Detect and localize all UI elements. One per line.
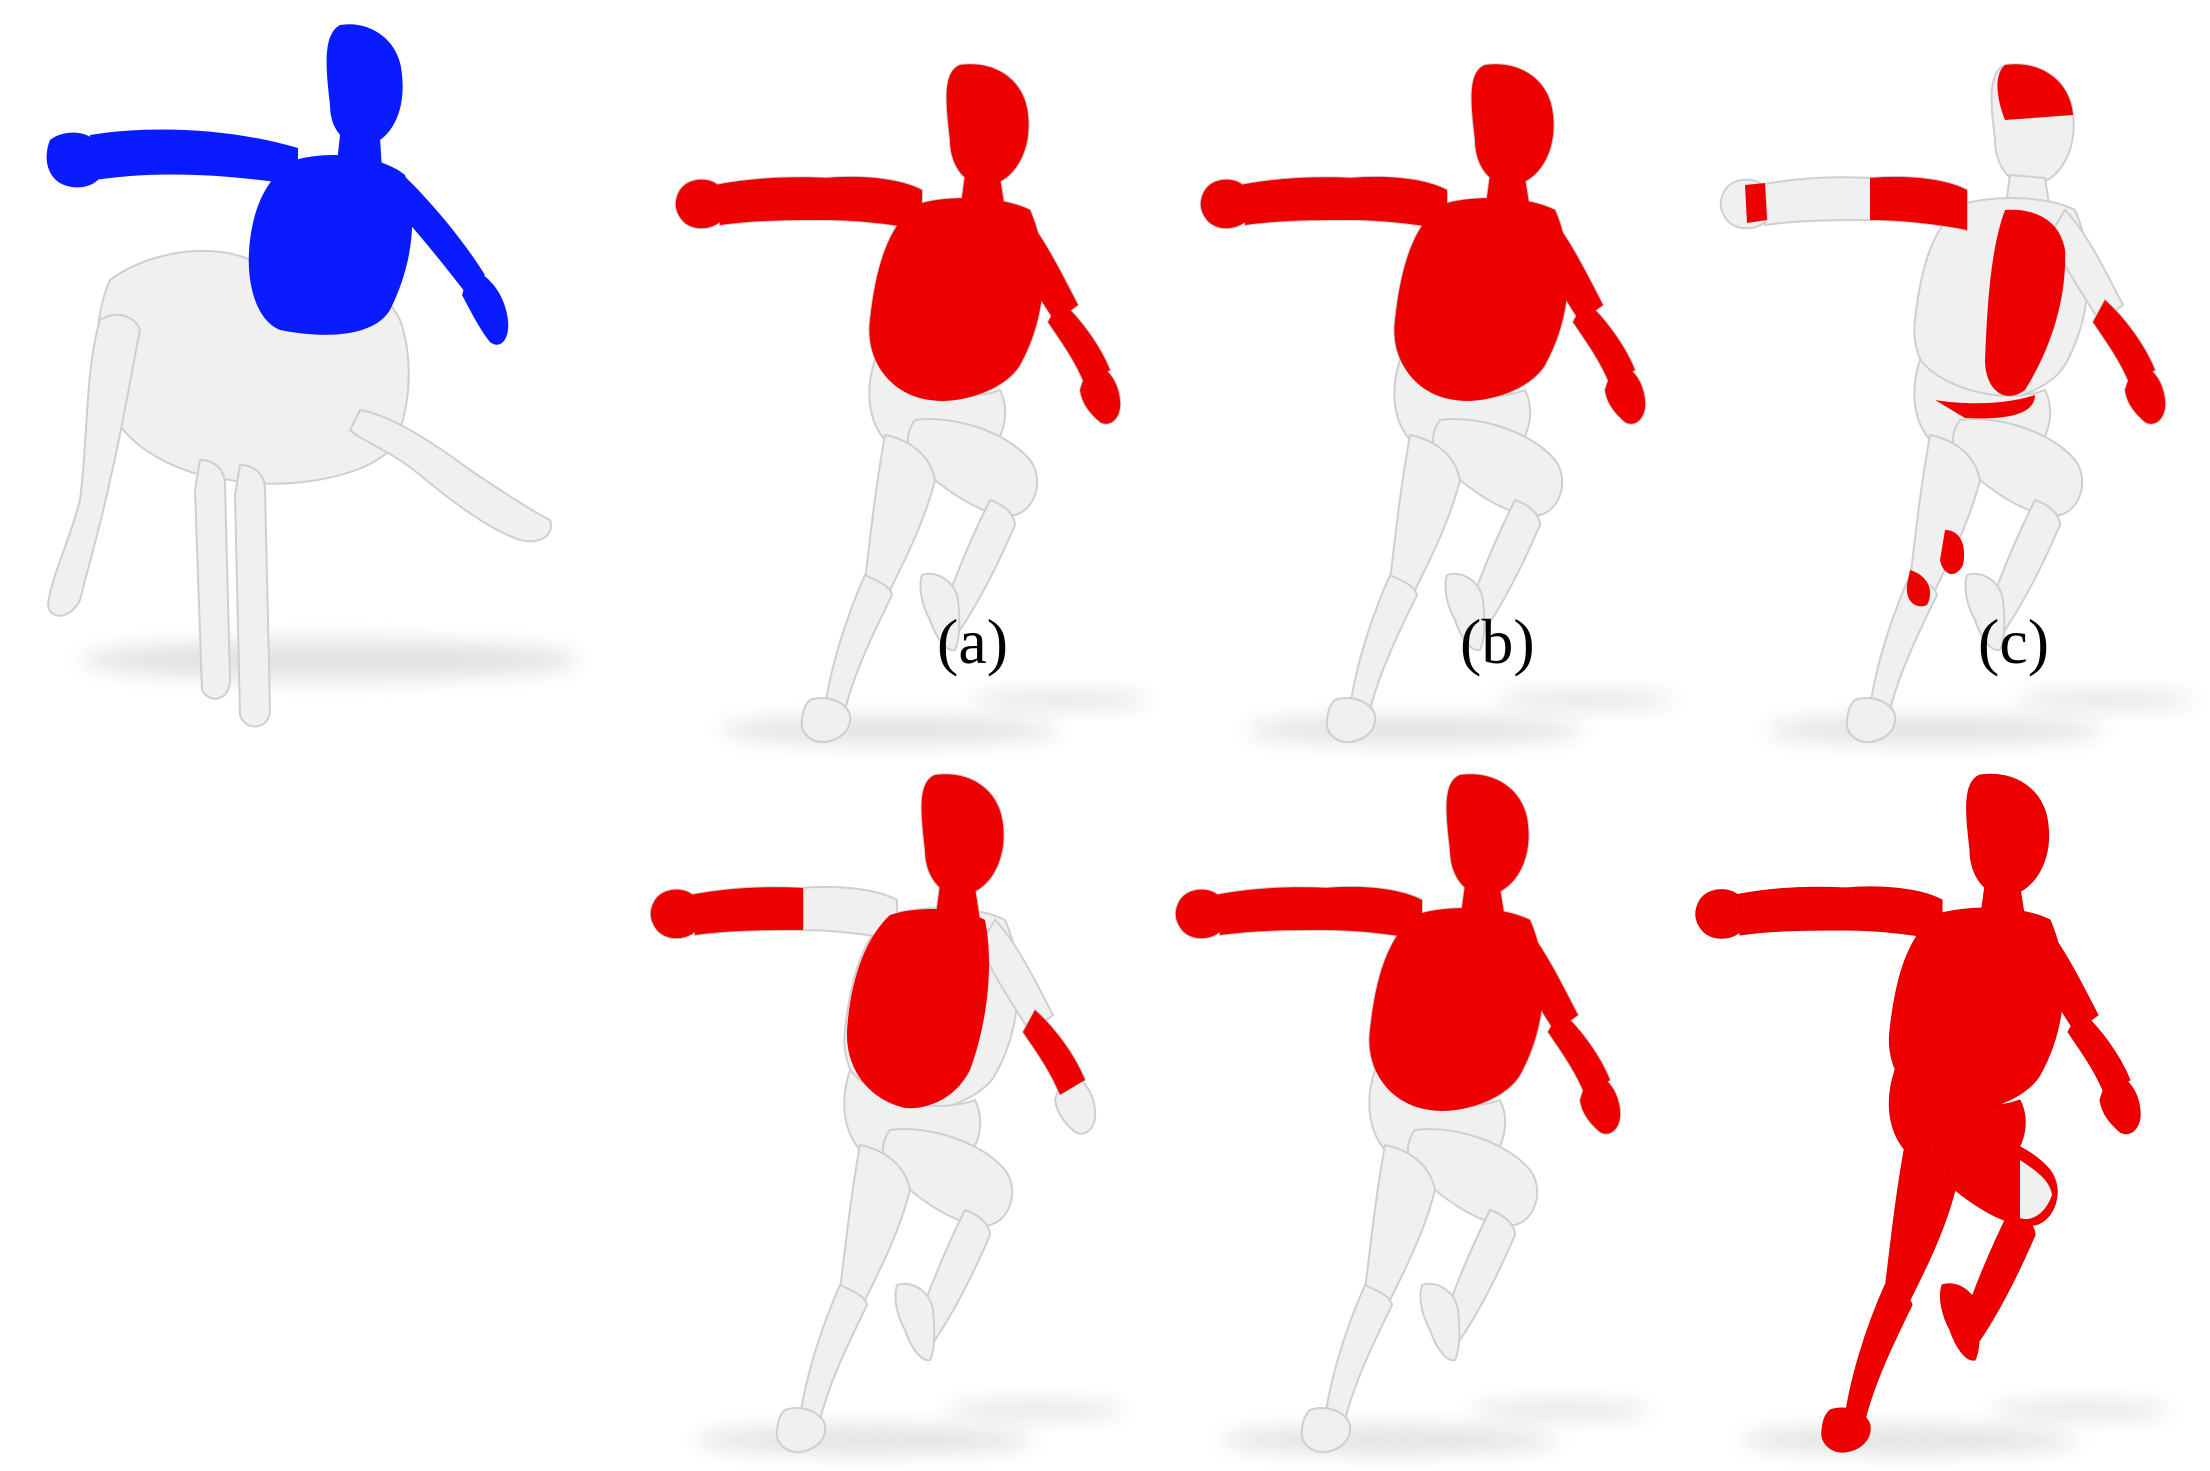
panel-label-b: (b) <box>1460 606 1535 677</box>
centaur-source-shape <box>46 24 580 728</box>
panel-label-a: (a) <box>937 606 1009 677</box>
result-human-bottom-right <box>1696 774 2170 1454</box>
result-human-a <box>676 64 1150 744</box>
result-human-bottom-middle <box>1176 774 1650 1454</box>
panel-label-c: (c) <box>1978 606 2050 677</box>
result-human-bottom-left <box>651 774 1125 1454</box>
centaur-human-torso-region <box>46 24 509 345</box>
result-human-c <box>1721 64 2195 744</box>
result-human-b <box>1201 64 1675 744</box>
